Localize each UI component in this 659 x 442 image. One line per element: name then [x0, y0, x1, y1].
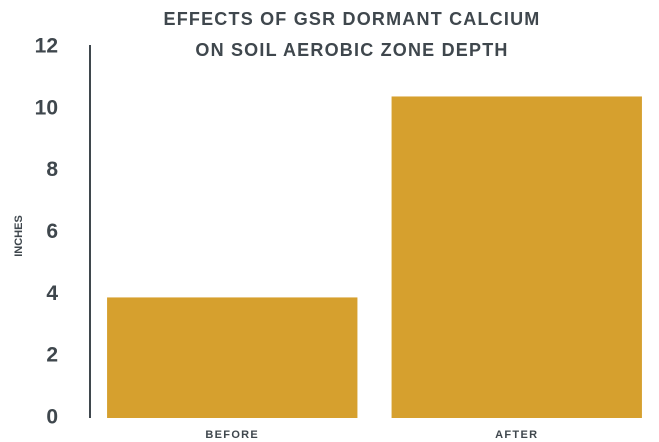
x-tick-label: AFTER [495, 429, 538, 441]
x-axis-ticks: BEFORE AFTER [205, 429, 538, 441]
x-tick-label: BEFORE [205, 429, 259, 441]
bars [107, 96, 642, 418]
y-tick-label: 8 [46, 158, 58, 181]
y-tick-label: 2 [46, 344, 58, 367]
y-tick-label: 0 [46, 406, 58, 429]
y-tick-label: 10 [35, 96, 58, 119]
y-axis-ticks: 0 2 4 6 8 10 12 [35, 35, 59, 429]
bar-before [107, 297, 358, 418]
y-tick-label: 4 [46, 282, 58, 305]
y-tick-label: 6 [46, 220, 58, 243]
chart-title-line-2: ON SOIL AEROBIC ZONE DEPTH [195, 40, 508, 60]
bar-after [391, 96, 642, 418]
y-axis-label: INCHES [13, 215, 25, 257]
chart-title-line-1: EFFECTS OF GSR DORMANT CALCIUM [164, 9, 541, 29]
y-tick-label: 12 [35, 35, 58, 58]
